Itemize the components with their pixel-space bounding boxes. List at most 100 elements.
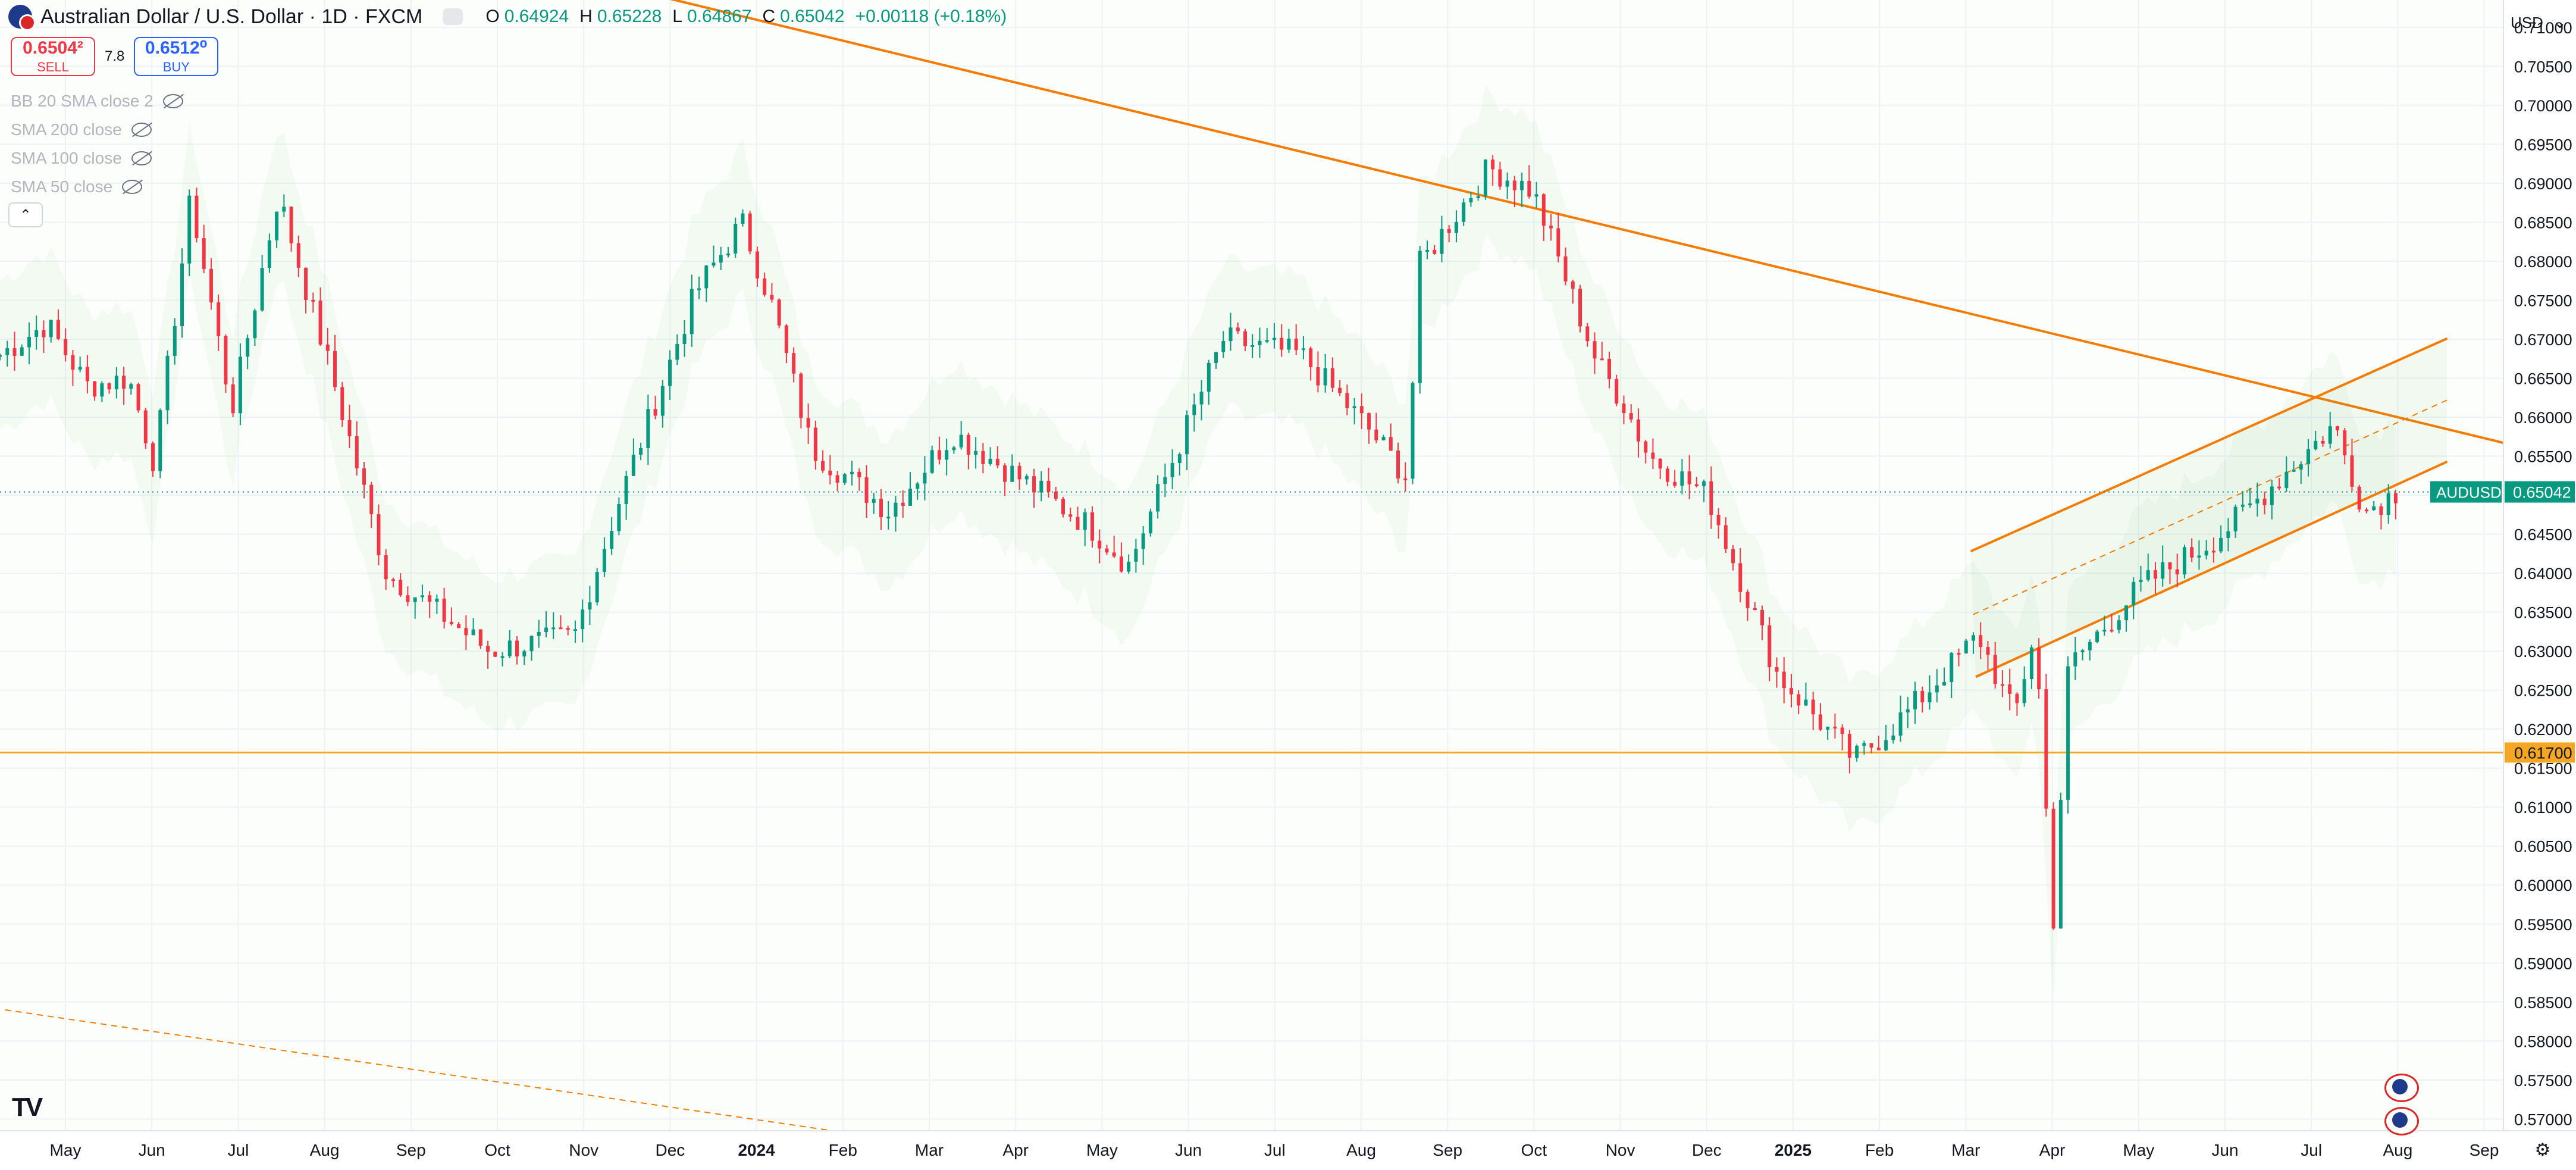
eye-off-icon[interactable] [122,180,143,194]
candle-body [624,475,628,504]
bollinger-band-fill [0,0,2503,1131]
candle-body [1950,652,1954,683]
candle-body [1884,740,1888,750]
eye-off-icon[interactable] [131,123,152,137]
price-tick-label: 0.57500 [2514,1072,2572,1090]
candle-body [1694,484,1698,487]
candle-body [85,367,89,381]
tradingview-logo-icon[interactable]: TV [12,1093,43,1122]
candle-body [1418,251,1422,383]
candle-body [49,320,53,337]
candle-body [748,213,752,252]
price-tick-label: 0.59000 [2514,955,2572,972]
candle-body [2219,537,2223,552]
drawing-lines [0,0,2505,1131]
candle-body [1476,196,1480,199]
eye-off-icon[interactable] [162,94,183,108]
candle-body [1658,458,1662,469]
buy-button[interactable]: 0.6512⁰ BUY [134,37,219,76]
candle-body [1520,180,1524,190]
candle-body [2153,570,2157,579]
indicator-sma50[interactable]: SMA 50 close [11,173,183,201]
trendline [5,1009,832,1131]
candle-body [1403,478,1408,480]
candle-body [2255,498,2260,503]
event-markers [2384,1074,2419,1140]
channel-upper-line [1970,337,2448,553]
time-tick-label: Sep [2470,1141,2499,1159]
candle-body [2270,486,2274,505]
candle-body [246,338,250,357]
candle-body [122,376,126,389]
candle-body [726,254,730,256]
candle-body [1316,367,1320,386]
candle-body [1775,667,1779,672]
candle-body [1549,226,1553,229]
symbol-tag-label: AUDUSD [2436,484,2502,502]
candle-body [1236,327,1240,331]
candle-body [1687,471,1691,484]
candle-body [2110,630,2114,632]
candle-body [828,470,832,475]
indicator-sma200[interactable]: SMA 200 close [11,115,183,144]
candle-body [2008,684,2012,694]
candle-body [1935,685,1939,693]
chart-grid [0,0,2503,1131]
collapse-legend-button[interactable]: ⌃ [8,202,43,227]
candle-body [1738,563,1743,592]
candle-body [1374,429,1378,440]
indicator-bb[interactable]: BB 20 SMA close 2 [11,87,183,115]
candle-body [1199,392,1204,405]
candle-body [2080,650,2085,653]
currency-select[interactable]: USD ⌄ [2506,6,2571,39]
candle-body [1957,652,1961,655]
candle-body [755,251,759,279]
candle-body [486,646,490,652]
trendline [669,0,2505,445]
indicator-sma100[interactable]: SMA 100 close [11,144,183,173]
gear-icon[interactable]: ⚙ [2534,1140,2551,1160]
symbol-title[interactable]: Australian Dollar / U.S. Dollar · 1D · F… [40,5,423,28]
candle-body [2197,555,2201,558]
eye-off-icon[interactable] [131,151,152,165]
candle-body [1651,452,1655,459]
candle-body [981,451,985,464]
candle-body [2182,547,2186,575]
candle-body [2328,426,2332,444]
usd-event-icon[interactable] [2384,1107,2419,1135]
candle-body [1600,358,1604,361]
sell-button[interactable]: 0.6504² SELL [11,37,95,76]
time-tick-label: Apr [2039,1141,2066,1159]
candle-body [1301,348,1305,351]
time-tick-label: Jul [2301,1141,2322,1159]
time-tick-label: May [50,1141,82,1159]
candle-body [2088,642,2092,650]
price-tick-label: 0.61000 [2514,799,2572,817]
legend-toggle-button[interactable] [443,8,463,25]
candle-body [515,640,519,657]
price-axis[interactable]: 0.57000 0.57500 0.58000 0.58500 0.59000 0.595… [2430,0,2575,1131]
candle-body [209,268,213,303]
candle-body [741,213,745,224]
candle-body [377,514,381,555]
candle-body [1483,159,1487,196]
candle-body [573,629,577,631]
candle-body [253,310,257,339]
price-tick-label: 0.65500 [2514,448,2572,466]
price-tick-label: 0.58000 [2514,1033,2572,1050]
price-tick-label: 0.70000 [2514,97,2572,115]
candle-body [1891,736,1895,740]
candle-body [639,448,643,455]
candle-body [1797,694,1801,706]
bollinger-band [0,85,2396,1003]
candle-body [1141,533,1145,549]
aud-event-icon[interactable] [2384,1074,2419,1102]
candle-body [2233,506,2237,531]
indicator-label: SMA 200 close [11,120,122,139]
price-tick-label: 0.66000 [2514,409,2572,427]
time-axis[interactable]: May Jun Jul Aug Sep Oct Nov Dec 2024 Feb Mar Apr May… [0,1130,2576,1170]
candle-body [1287,339,1291,350]
price-change: +0.00118 (+0.18%) [855,7,1007,26]
candle-body [1280,337,1284,350]
